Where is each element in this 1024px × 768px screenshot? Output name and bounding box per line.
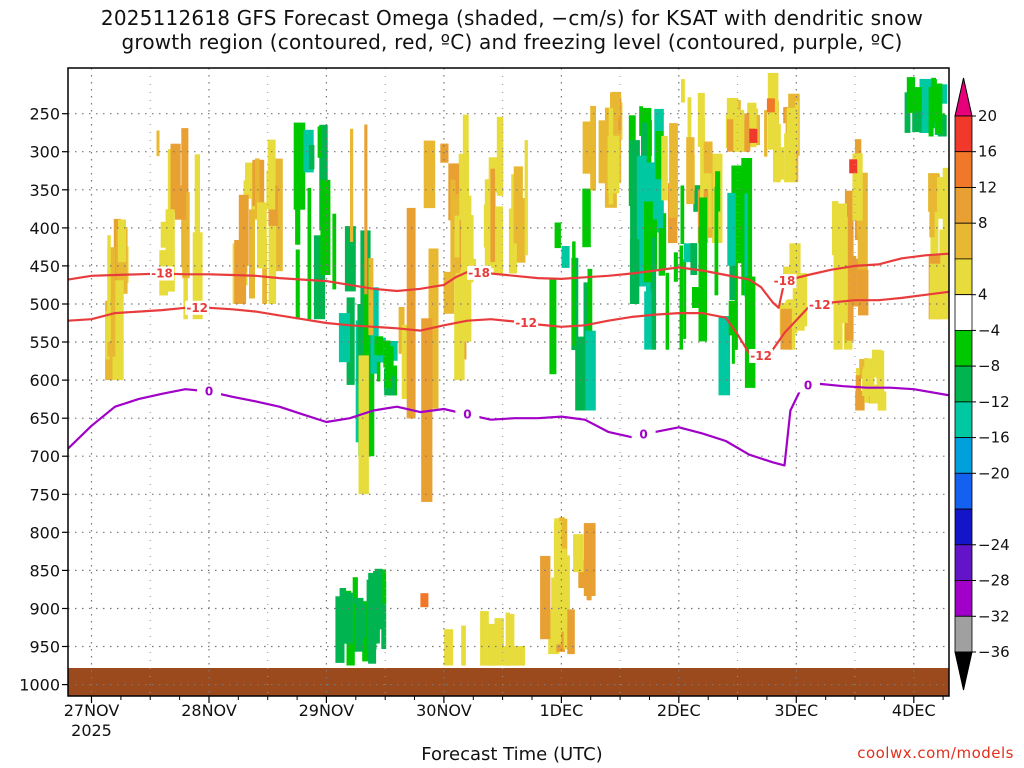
freezing-level-label: 0 [639,428,647,442]
x-axis-title: Forecast Time (UTC) [421,744,603,765]
freezing-level-label: 0 [804,378,812,392]
x-tick-label: 1DEC [540,701,584,720]
dgz-bottom-label-bg [749,349,774,363]
dgz-bottom-label: -12 [515,316,537,330]
y-tick-label: 450 [29,257,60,276]
colorbar-swatch [954,294,973,331]
y-tick-label: 950 [29,638,60,657]
colorbar-label: −8 [978,357,1000,375]
x-tick-label: 4DEC [892,701,936,720]
x-tick-year: 2025 [71,721,112,740]
dgz-top-label: -18 [468,266,490,280]
dgz-top-label-bg [150,266,174,281]
freezing-level-label: 0 [463,407,471,421]
y-tick-label: 650 [29,409,60,428]
chart-title-line1: 2025112618 GFS Forecast Omega (shaded, −… [100,6,924,30]
colorbar-top-arrow [954,77,973,117]
dgz-top-label: -18 [151,267,173,281]
colorbar-swatch [954,258,973,295]
grid-lines [68,68,949,696]
dgz-bottom-label: -12 [809,298,831,312]
y-tick-label: 300 [29,143,60,162]
colorbar-label: −12 [978,393,1010,411]
colorbar-label: −28 [978,572,1010,590]
freezing-level-label: 0 [205,385,213,399]
y-tick-label: 550 [29,333,60,352]
colorbar-label: −4 [978,321,1000,339]
x-tick-label: 2DEC [657,701,701,720]
colorbar-swatch [954,151,973,188]
freezing-level-label-bg [197,384,221,399]
freezing-level-label-bg [455,407,480,422]
colorbar-label: 20 [978,107,997,125]
colorbar-swatch [954,329,973,367]
y-tick-label: 250 [29,105,60,124]
colorbar-bottom-arrow [954,651,973,691]
x-tick-label: 28NOV [181,701,237,720]
colorbar-swatch [954,544,973,581]
dgz-bottom-label: -12 [750,349,772,363]
y-tick-label: 500 [29,295,60,314]
colorbar-swatch [954,580,973,617]
colorbar-swatch [954,187,973,224]
y-axis: 250 300 350 400 450 500 550 600 650 700 750 800 850 9… [19,105,68,695]
dgz-top-label-bg [772,274,797,289]
credit-link[interactable]: coolwx.com/models [857,744,1014,762]
y-tick-label: 900 [29,600,60,619]
plot-frame [67,67,950,697]
colorbar-label: −20 [978,464,1010,482]
freezing-level-label-bg [631,427,656,442]
x-tick-label: 29NOV [299,701,355,720]
colorbar-label: −24 [978,536,1010,554]
colorbar: 20 16 12 8 4 −4 −8 −12 −16 −20 −24 −28 −32 −36 [954,77,1010,691]
omega-shading [105,72,949,666]
x-tick-label: 3DEC [774,701,818,720]
x-tick-label: 27NOV [64,701,120,720]
y-tick-label: 750 [29,485,60,504]
colorbar-swatch [954,401,973,438]
dgz-bottom-label-bg [514,316,539,330]
y-tick-label: 800 [29,523,60,542]
y-tick-label: 850 [29,561,60,580]
dgz-bottom-label: -12 [186,301,208,315]
freezing-level-label-bg [796,378,820,393]
y-tick-label: 1000 [19,676,60,695]
colorbar-label: −16 [978,429,1010,447]
x-tick-label: 30NOV [416,701,472,720]
colorbar-label: −36 [978,643,1010,661]
y-tick-label: 700 [29,447,60,466]
x-axis: 27NOV 28NOV 29NOV 30NOV 1DEC 2DEC 3DEC 4DEC 2025 [64,696,944,740]
y-tick-label: 350 [29,181,60,200]
y-tick-label: 600 [29,371,60,390]
colorbar-label: 16 [978,143,997,161]
dgz-top-label: -18 [774,274,796,288]
colorbar-swatch [954,508,973,546]
colorbar-swatch [954,437,973,474]
colorbar-label: 4 [978,286,988,304]
dgz-bottom-label-bg [807,298,832,313]
terrain-ground [68,668,949,696]
colorbar-swatch [954,472,973,510]
dgz-bottom-label-bg [185,300,210,315]
colorbar-label: 12 [978,179,997,197]
colorbar-swatch [954,615,973,653]
colorbar-swatch [954,115,973,153]
chart-title-line2: growth region (contoured, red, ºC) and f… [121,30,903,54]
colorbar-swatch [954,222,973,260]
colorbar-label: −32 [978,607,1010,625]
y-tick-label: 400 [29,219,60,238]
colorbar-swatch [954,365,973,403]
colorbar-label: 8 [978,214,988,232]
dgz-top-label-bg [467,265,492,280]
contour-labels: -18 -18 -18 -12 -12 -12 -12 0 0 0 0 [150,265,832,442]
